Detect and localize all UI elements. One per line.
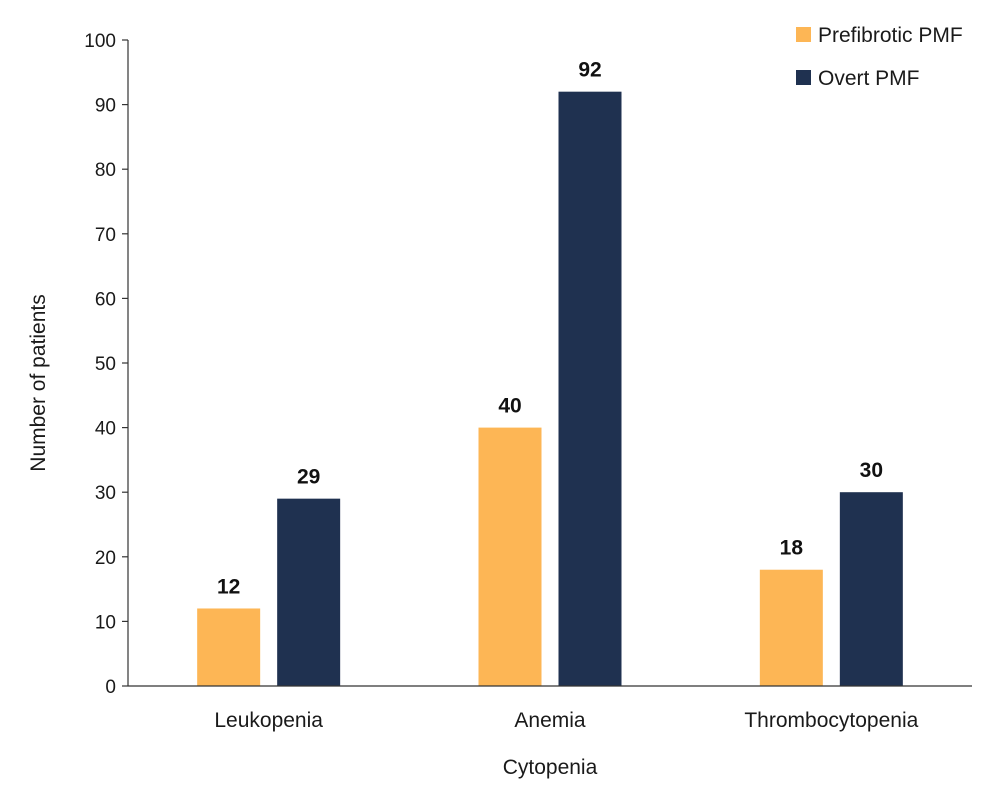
- legend-swatch-overt-pmf: [796, 70, 811, 85]
- y-tick-label: 10: [95, 612, 116, 633]
- y-tick-label: 80: [95, 160, 116, 181]
- y-tick-label: 30: [95, 483, 116, 504]
- y-tick-label: 0: [105, 677, 116, 698]
- y-tick-label: 100: [84, 31, 116, 52]
- x-category-label-anemia: Anemia: [514, 709, 586, 732]
- bar-prefibrotic-pmf-leukopenia: [197, 608, 261, 686]
- x-category-label-thrombocytopenia: Thrombocytopenia: [744, 709, 918, 732]
- y-axis-title: Number of patients: [27, 294, 50, 471]
- value-labels: 12 29 40 92 18 30: [217, 59, 883, 599]
- value-label-prefibrotic-pmf-thrombocytopenia: 18: [780, 537, 804, 560]
- y-tick-label: 90: [95, 96, 116, 117]
- y-tick-label: 40: [95, 419, 116, 440]
- value-label-overt-pmf-anemia: 92: [578, 59, 601, 82]
- y-tick-label: 70: [95, 225, 116, 246]
- legend-label-overt-pmf: Overt PMF: [818, 67, 920, 90]
- bar-overt-pmf-anemia: [558, 91, 622, 687]
- value-label-overt-pmf-leukopenia: 29: [297, 466, 320, 489]
- value-label-prefibrotic-pmf-anemia: 40: [498, 395, 521, 418]
- x-category-label-leukopenia: Leukopenia: [214, 709, 323, 732]
- value-label-overt-pmf-thrombocytopenia: 30: [860, 459, 883, 482]
- y-tick-label: 20: [95, 548, 116, 569]
- bar-overt-pmf-leukopenia: [277, 498, 341, 686]
- legend-label-prefibrotic-pmf: Prefibrotic PMF: [818, 24, 963, 47]
- x-axis-category-labels: Leukopenia Anemia Thrombocytopenia: [214, 709, 918, 732]
- legend: Prefibrotic PMF Overt PMF: [796, 24, 963, 90]
- y-axis-ticks: 0 10 20 30 40 50 60 70 80 90 100: [84, 31, 128, 698]
- bar-prefibrotic-pmf-anemia: [478, 427, 542, 686]
- y-tick-label: 50: [95, 354, 116, 375]
- bar-prefibrotic-pmf-thrombocytopenia: [759, 569, 823, 686]
- bars: [197, 91, 903, 687]
- legend-swatch-prefibrotic-pmf: [796, 27, 811, 42]
- value-label-prefibrotic-pmf-leukopenia: 12: [217, 575, 240, 598]
- bar-overt-pmf-thrombocytopenia: [839, 492, 903, 686]
- y-tick-label: 60: [95, 289, 116, 310]
- x-axis-title: Cytopenia: [503, 756, 598, 779]
